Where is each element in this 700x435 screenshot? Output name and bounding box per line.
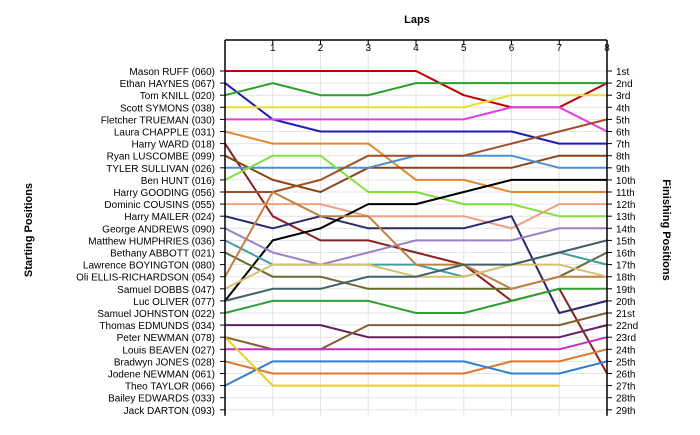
finishing-position-labels: 1st2nd3rd4th5th6th7th8th9th10th11th12th1… [616, 67, 638, 417]
finishing-position-label: 22nd [616, 321, 638, 332]
rider-label: George ANDREWS (090) [102, 224, 215, 235]
rider-line [224, 82, 607, 97]
finishing-position-label: 1st [616, 67, 630, 78]
rider-label: Dominic COUSINS (055) [104, 200, 215, 211]
finishing-position-label: 2nd [616, 79, 633, 90]
rider-label: Samuel DOBBS (047) [117, 285, 215, 296]
rider-line [225, 336, 608, 351]
lap-tick-label: 2 [318, 43, 324, 54]
finishing-position-label: 16th [616, 249, 635, 260]
finishing-position-label: 11th [616, 188, 635, 199]
rider-line [224, 191, 607, 290]
rider-label: Peter NEWMAN (078) [117, 333, 215, 344]
finishing-position-label: 14th [616, 224, 635, 235]
finishing-position-label: 18th [616, 273, 635, 284]
lap-tick-label: 5 [461, 43, 467, 54]
rider-line [224, 82, 607, 145]
rider-label: Fletcher TRUEMAN (030) [101, 115, 215, 126]
rider-label: Ben HUNT (016) [141, 176, 215, 187]
finishing-position-label: 24th [616, 345, 635, 356]
finishing-position-label: 21st [616, 309, 635, 320]
left-axis-title: Starting Positions [23, 183, 35, 277]
rider-label: Mason RUFF (060) [129, 67, 215, 78]
finishing-position-label: 7th [616, 140, 630, 151]
rider-label: Scott SYMONS (038) [120, 103, 215, 114]
finishing-position-label: 13th [616, 212, 635, 223]
finishing-position-label: 8th [616, 152, 630, 163]
rider-line [225, 118, 608, 193]
rider-label: Harry WARD (018) [131, 140, 215, 151]
rider-lines [224, 70, 608, 387]
rider-label: Thomas EDMUNDS (034) [99, 321, 215, 332]
lap-tick-label: 4 [413, 43, 419, 54]
rider-line [224, 360, 608, 387]
rider-label: TYLER SULLIVAN (026) [106, 164, 215, 175]
rider-label: Bradwyn JONES (028) [114, 357, 215, 368]
finishing-position-label: 15th [616, 236, 635, 247]
rider-line [225, 324, 608, 339]
rider-label: Ethan HAYNES (067) [120, 79, 215, 90]
rider-label: Lawrence BOYINGTON (080) [83, 261, 215, 272]
rider-line [225, 106, 608, 133]
rider-label: Bailey EDWARDS (033) [108, 394, 215, 405]
finishing-position-label: 19th [616, 285, 635, 296]
rider-line [224, 178, 607, 302]
rider-label: Ryan LUSCOMBE (099) [107, 152, 215, 163]
rider-label: Matthew HUMPHRIES (036) [88, 236, 215, 247]
lap-ticks: 1 2 3 4 5 6 7 8 [270, 43, 610, 54]
rider-line [224, 130, 607, 193]
lap-tick-label: 3 [365, 43, 371, 54]
rider-label: Oli ELLIS-RICHARDSON (054) [76, 273, 215, 284]
finishing-position-label: 6th [616, 128, 630, 139]
finishing-position-label: 29th [616, 406, 635, 417]
rider-line [224, 239, 608, 302]
rider-line [224, 336, 560, 387]
finishing-position-label: 5th [616, 115, 630, 126]
rider-label: Harry GOODING (056) [113, 188, 215, 199]
finishing-position-label: 10th [616, 176, 635, 187]
lap-tick-label: 8 [604, 43, 610, 54]
rider-line [224, 154, 607, 193]
rider-label: Samuel JOHNSTON (022) [97, 309, 215, 320]
finishing-position-label: 9th [616, 164, 630, 175]
rider-line [225, 203, 607, 230]
lap-tick-label: 7 [556, 43, 562, 54]
finishing-position-label: 26th [616, 370, 635, 381]
axes [220, 39, 612, 416]
rider-label: Jodene NEWMAN (061) [108, 370, 215, 381]
finishing-position-label: 17th [616, 261, 635, 272]
rider-labels: Mason RUFF (060)Ethan HAYNES (067)Tom KN… [76, 67, 215, 417]
rider-label: Jack DARTON (093) [124, 406, 215, 417]
rider-line [224, 227, 607, 266]
rider-line [224, 287, 607, 314]
right-axis-title: Finishing Positions [660, 179, 672, 280]
rider-label: Laura CHAPPLE (031) [114, 128, 215, 139]
top-axis-title: Laps [404, 14, 430, 26]
finishing-position-label: 23rd [616, 333, 636, 344]
rider-label: Louis BEAVEN (027) [122, 345, 215, 356]
finishing-position-label: 4th [616, 103, 630, 114]
finishing-position-label: 12th [616, 200, 635, 211]
lap-tick-label: 6 [509, 43, 515, 54]
finishing-position-label: 20th [616, 297, 635, 308]
finishing-position-label: 27th [616, 382, 635, 393]
rider-label: Luc OLIVER (077) [133, 297, 215, 308]
rider-line [225, 94, 607, 109]
finishing-position-label: 28th [616, 394, 635, 405]
rider-label: Bethany ABBOTT (021) [110, 249, 215, 260]
finishing-position-label: 25th [616, 357, 635, 368]
rider-label: Harry MAILER (024) [124, 212, 215, 223]
lap-tick-label: 1 [270, 43, 276, 54]
rider-label: Theo TAYLOR (066) [125, 382, 215, 393]
rider-line [224, 348, 608, 375]
finishing-position-label: 3rd [616, 91, 630, 102]
rider-label: Tom KNILL (020) [140, 91, 215, 102]
